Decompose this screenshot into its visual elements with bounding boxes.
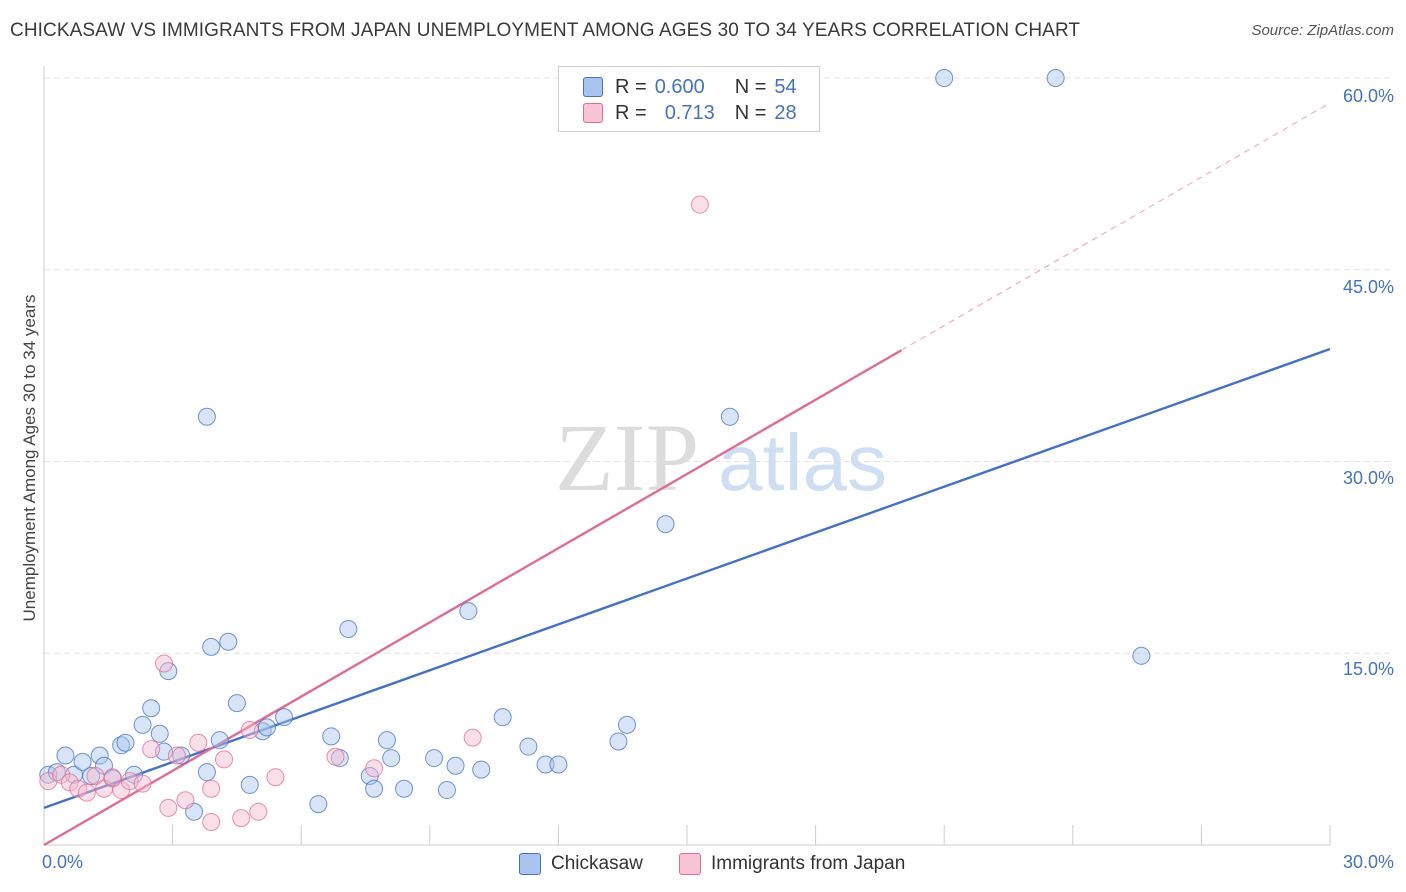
point-japan-18	[202, 812, 221, 831]
point-chickasaw-4	[73, 752, 92, 771]
y-tick-15: 15.0%	[1342, 659, 1394, 679]
point-chickasaw-14	[150, 724, 169, 743]
chart-title: CHICKASAW VS IMMIGRANTS FROM JAPAN UNEMP…	[10, 20, 1081, 41]
point-chickasaw-51	[935, 69, 954, 87]
point-japan-21	[240, 720, 259, 739]
legend-r-label: R =	[615, 75, 647, 98]
legend-r-value: 0.713	[664, 101, 715, 124]
point-chickasaw-28	[275, 708, 294, 727]
point-chickasaw-12	[133, 715, 152, 734]
point-chickasaw-48	[617, 715, 636, 734]
watermark-atlas: atlas	[718, 418, 887, 507]
bottom-legend-japan: Immigrants from Japan	[679, 851, 905, 877]
point-japan-11	[142, 740, 161, 759]
correlation-legend: R = 0.600 N = 54 R = 0.713 N = 28	[558, 66, 820, 132]
point-chickasaw-24	[227, 694, 246, 713]
point-chickasaw-45	[536, 755, 555, 774]
point-japan-16	[189, 733, 208, 752]
point-chickasaw-49	[656, 515, 675, 534]
point-chickasaw-22	[210, 731, 229, 750]
bottom-legend-swatch-chickasaw	[519, 853, 541, 875]
point-chickasaw-47	[609, 732, 628, 751]
point-japan-27	[690, 195, 709, 214]
point-chickasaw-46	[549, 755, 568, 774]
point-japan-4	[77, 783, 96, 802]
point-japan-25	[365, 759, 384, 778]
point-japan-15	[176, 791, 195, 810]
point-japan-24	[326, 747, 345, 766]
bottom-legend-swatch-japan	[679, 853, 701, 875]
y-tick-30: 30.0%	[1342, 468, 1394, 488]
point-chickasaw-35	[377, 731, 396, 750]
point-chickasaw-6	[90, 746, 109, 765]
source-label: Source: ZipAtlas.com	[1251, 22, 1394, 39]
data-points	[39, 69, 1151, 831]
point-japan-14	[167, 746, 186, 765]
point-chickasaw-17	[172, 746, 191, 765]
point-japan-20	[232, 809, 251, 828]
point-chickasaw-27	[257, 718, 276, 737]
point-chickasaw-38	[425, 749, 444, 768]
bottom-legend-label-chickasaw: Chickasaw	[551, 853, 643, 874]
watermark-zip: ZIP	[555, 404, 699, 511]
gridlines	[44, 77, 1390, 654]
point-chickasaw-40	[446, 756, 465, 775]
y-tick-60: 60.0%	[1342, 86, 1394, 106]
legend-swatch-chickasaw	[583, 77, 603, 97]
legend-n-value: 54	[774, 75, 797, 98]
point-japan-26	[463, 728, 482, 747]
trend-lines	[43, 102, 1331, 847]
point-chickasaw-43	[493, 708, 512, 727]
point-chickasaw-44	[519, 737, 538, 756]
point-japan-3	[69, 779, 88, 798]
point-japan-19	[215, 750, 234, 769]
legend-r-value: 0.600	[654, 75, 705, 98]
point-japan-23	[266, 768, 285, 787]
point-japan-13	[159, 798, 178, 817]
point-chickasaw-19	[197, 763, 216, 782]
point-chickasaw-2	[56, 746, 75, 765]
legend-row-japan: R = 0.713 N = 28	[583, 101, 797, 125]
point-chickasaw-32	[339, 619, 358, 638]
point-chickasaw-42	[472, 760, 491, 779]
legend-r-label: R =	[615, 101, 647, 124]
legend-n-label: N =	[734, 75, 767, 98]
point-chickasaw-41	[459, 602, 478, 621]
x-tick-max: 30.0%	[1342, 852, 1394, 872]
point-japan-12	[155, 654, 174, 673]
y-tick-45: 45.0%	[1342, 277, 1394, 297]
point-chickasaw-39	[437, 781, 456, 800]
point-chickasaw-50	[720, 407, 739, 426]
point-japan-7	[103, 768, 122, 787]
point-chickasaw-25	[240, 775, 259, 794]
trend-line-japan	[43, 349, 902, 847]
bottom-legend-chickasaw: Chickasaw	[519, 851, 643, 877]
legend-swatch-japan	[583, 103, 603, 123]
point-chickasaw-21	[202, 637, 221, 656]
point-chickasaw-30	[322, 727, 341, 746]
point-chickasaw-23	[219, 632, 238, 651]
point-chickasaw-37	[395, 779, 414, 798]
point-chickasaw-52	[1046, 69, 1065, 87]
point-chickasaw-29	[309, 795, 328, 814]
point-chickasaw-5	[82, 766, 101, 785]
point-chickasaw-13	[142, 699, 161, 718]
legend-n-value: 28	[774, 101, 797, 124]
legend-row-chickasaw: R = 0.600 N = 54	[583, 75, 797, 99]
axes	[43, 66, 1331, 846]
point-chickasaw-53	[1132, 646, 1151, 665]
point-japan-10	[133, 774, 152, 793]
trend-extension-japan	[901, 102, 1331, 351]
point-chickasaw-36	[382, 749, 401, 768]
point-japan-17	[202, 779, 221, 798]
point-chickasaw-34	[365, 779, 384, 798]
x-tick-min: 0.0%	[42, 852, 84, 872]
point-chickasaw-10	[116, 733, 135, 752]
point-chickasaw-20	[197, 407, 216, 426]
point-japan-22	[249, 802, 268, 821]
legend-n-label: N =	[734, 101, 767, 124]
bottom-legend-label-japan: Immigrants from Japan	[711, 853, 906, 874]
